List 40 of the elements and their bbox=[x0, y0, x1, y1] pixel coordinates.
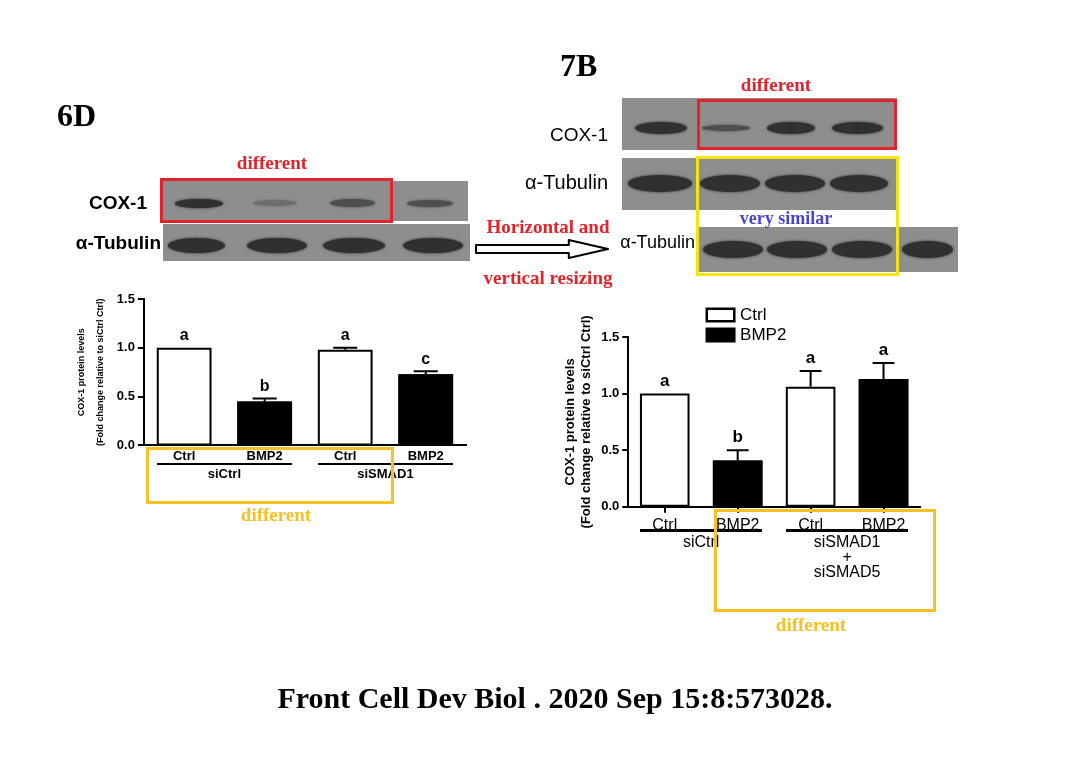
text: 7B bbox=[560, 46, 598, 84]
text: very similar bbox=[739, 207, 833, 229]
y-tick-label: 0.5 bbox=[601, 441, 620, 457]
data-label: a bbox=[878, 340, 889, 360]
y-tick-label: 1.5 bbox=[601, 328, 620, 344]
text: siCtrl bbox=[207, 466, 242, 482]
y-tick-label: 1.0 bbox=[601, 385, 620, 401]
data-label: a bbox=[340, 326, 350, 344]
text: different bbox=[240, 504, 312, 526]
data-label: a bbox=[179, 326, 189, 344]
text: α-Tubulin bbox=[75, 232, 161, 254]
text: COX-1 bbox=[549, 124, 608, 146]
y-tick-label: 1.0 bbox=[116, 339, 135, 355]
text: COX-1 bbox=[88, 192, 147, 214]
x-tick-label: Ctrl bbox=[334, 447, 357, 463]
x-tick-label: BMP2 bbox=[407, 447, 444, 463]
text: different bbox=[740, 74, 812, 96]
text: Front Cell Dev Biol . 2020 Sep 15:8:573028. bbox=[277, 681, 833, 715]
text: α-Tubulin bbox=[524, 170, 608, 194]
legend-label: Ctrl bbox=[740, 304, 767, 324]
y-tick-label: 0.0 bbox=[116, 436, 135, 452]
text: different bbox=[236, 152, 308, 174]
data-label: a bbox=[805, 348, 816, 368]
data-label: b bbox=[732, 427, 743, 447]
data-label: b bbox=[259, 376, 270, 394]
text: 6D bbox=[57, 96, 97, 134]
legend-label: BMP2 bbox=[740, 324, 787, 344]
data-label: a bbox=[660, 370, 670, 390]
text: siSMAD1 + siSMAD5 bbox=[813, 532, 881, 580]
y-axis-title: COX-1 protein levels (Fold change relative to siCtrl Ctrl) bbox=[562, 315, 593, 529]
text: different bbox=[775, 614, 847, 636]
text: α-Tubulin bbox=[620, 231, 695, 253]
y-tick-label: 0.5 bbox=[116, 388, 135, 404]
y-axis-title: COX-1 protein levels (Fold change relative to siCtrl Ctrl) bbox=[75, 298, 105, 446]
text: Horizontal and vertical resizing bbox=[483, 216, 613, 288]
y-tick-label: 1.5 bbox=[116, 290, 135, 306]
y-tick-label: 0.0 bbox=[601, 498, 620, 514]
x-tick-label: BMP2 bbox=[246, 447, 283, 463]
x-tick-label: Ctrl bbox=[172, 447, 196, 463]
data-label: c bbox=[421, 349, 431, 367]
